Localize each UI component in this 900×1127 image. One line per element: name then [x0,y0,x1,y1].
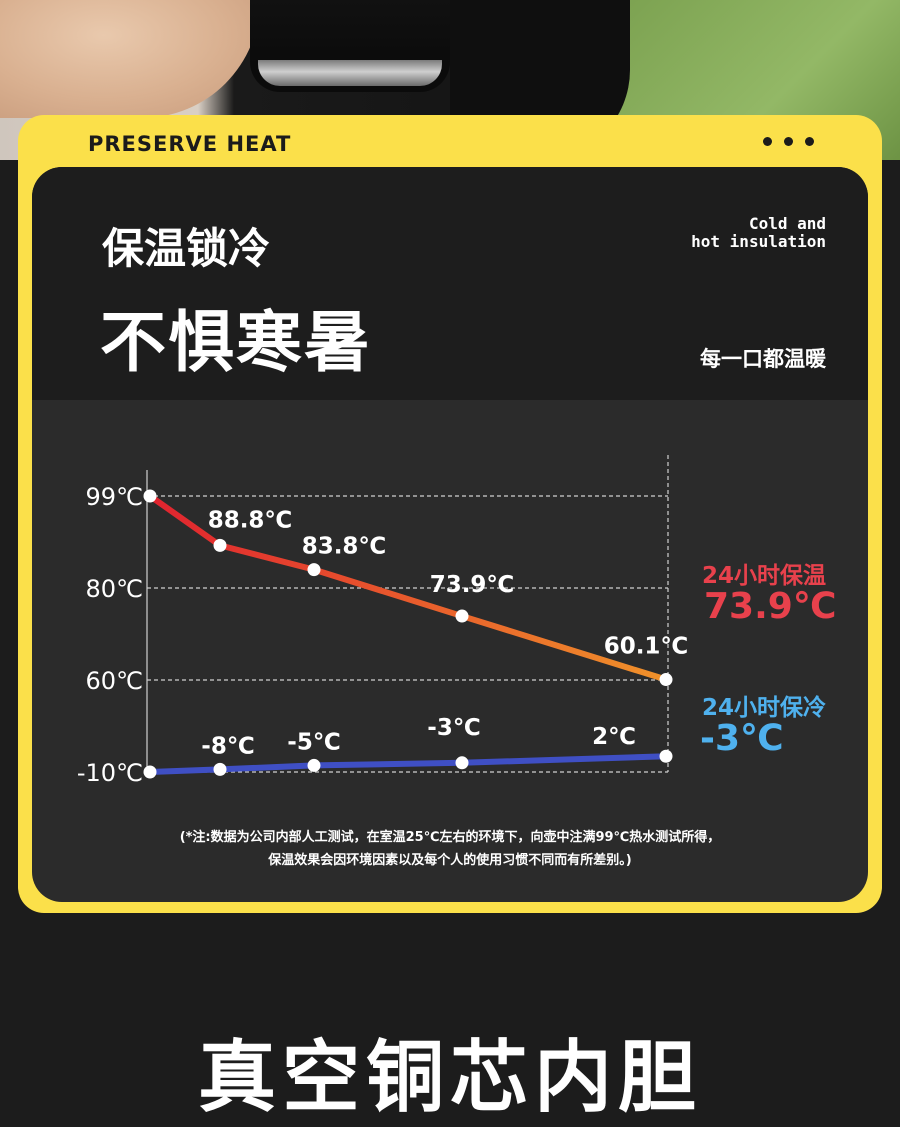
hot-label: 24小时保温 [702,563,827,589]
hot-data-point [213,538,227,552]
y-tick-label: 60℃ [86,667,144,695]
chart-panel: 保温锁冷 不惧寒暑 Cold and hot insulation 每一口都温暖 [32,167,868,902]
tagline: 每一口都温暖 [700,347,826,371]
hot-data-point [143,489,157,503]
cold-data-point [143,765,157,779]
hot-data-label: 60.1℃ [604,634,689,660]
insulation-card: PRESERVE HEAT 保温锁冷 不惧寒暑 Cold and hot ins… [18,115,882,913]
test-note: (*注:数据为公司内部人工测试，在室温25℃左右的环境下，向壶中注满99℃热水测… [110,826,790,872]
cold-label: 24小时保冷 [702,695,827,721]
note-line-1: (*注:数据为公司内部人工测试，在室温25℃左右的环境下，向壶中注满99℃热水测… [179,830,721,845]
hot-data-label: 73.9℃ [430,572,515,598]
section-title: 真空铜芯内胆 [197,1033,702,1123]
english-line-1: Cold and [748,214,826,233]
cold-data-point [213,762,227,776]
note-line-2: 保温效果会因环境因素以及每个人的使用习惯不同而有所差别。) [268,853,632,868]
hot-data-label: 83.8℃ [302,534,387,560]
cold-data-label: -3℃ [427,715,480,741]
cold-data-label: -5℃ [287,729,340,755]
y-tick-label: -10℃ [77,759,143,787]
cold-data-point [307,758,321,772]
product-photo [0,0,900,160]
hot-value: 73.9℃ [704,586,837,627]
english-line-2: hot insulation [691,232,826,251]
dot [763,137,772,146]
panel-header: 保温锁冷 不惧寒暑 Cold and hot insulation 每一口都温暖 [32,167,868,400]
more-dots-icon [763,137,814,146]
y-tick-label: 80℃ [86,575,144,603]
card-title: PRESERVE HEAT [88,132,292,156]
cold-data-point [455,756,469,770]
cold-value: -3℃ [700,718,784,759]
dot [784,137,793,146]
hot-data-label: 88.8℃ [208,507,293,533]
hot-data-point [455,609,469,623]
headline-large: 不惧寒暑 [100,304,372,381]
dot [805,137,814,146]
cold-data-point [659,749,673,763]
hot-data-point [307,563,321,577]
cold-data-label: 2℃ [592,724,636,750]
y-tick-label: 99℃ [86,483,144,511]
cold-data-label: -8℃ [201,733,254,759]
english-subtitle: Cold and hot insulation [691,215,826,251]
headline-small: 保温锁冷 [102,224,271,273]
temperature-chart: 99℃ 80℃ 60℃ -10℃ 88.8℃ 83.8℃ 73.9℃ 60.1℃ -8℃ -5℃ -… [77,455,689,787]
hot-data-point [659,673,673,687]
cup-steel-base [258,60,442,86]
